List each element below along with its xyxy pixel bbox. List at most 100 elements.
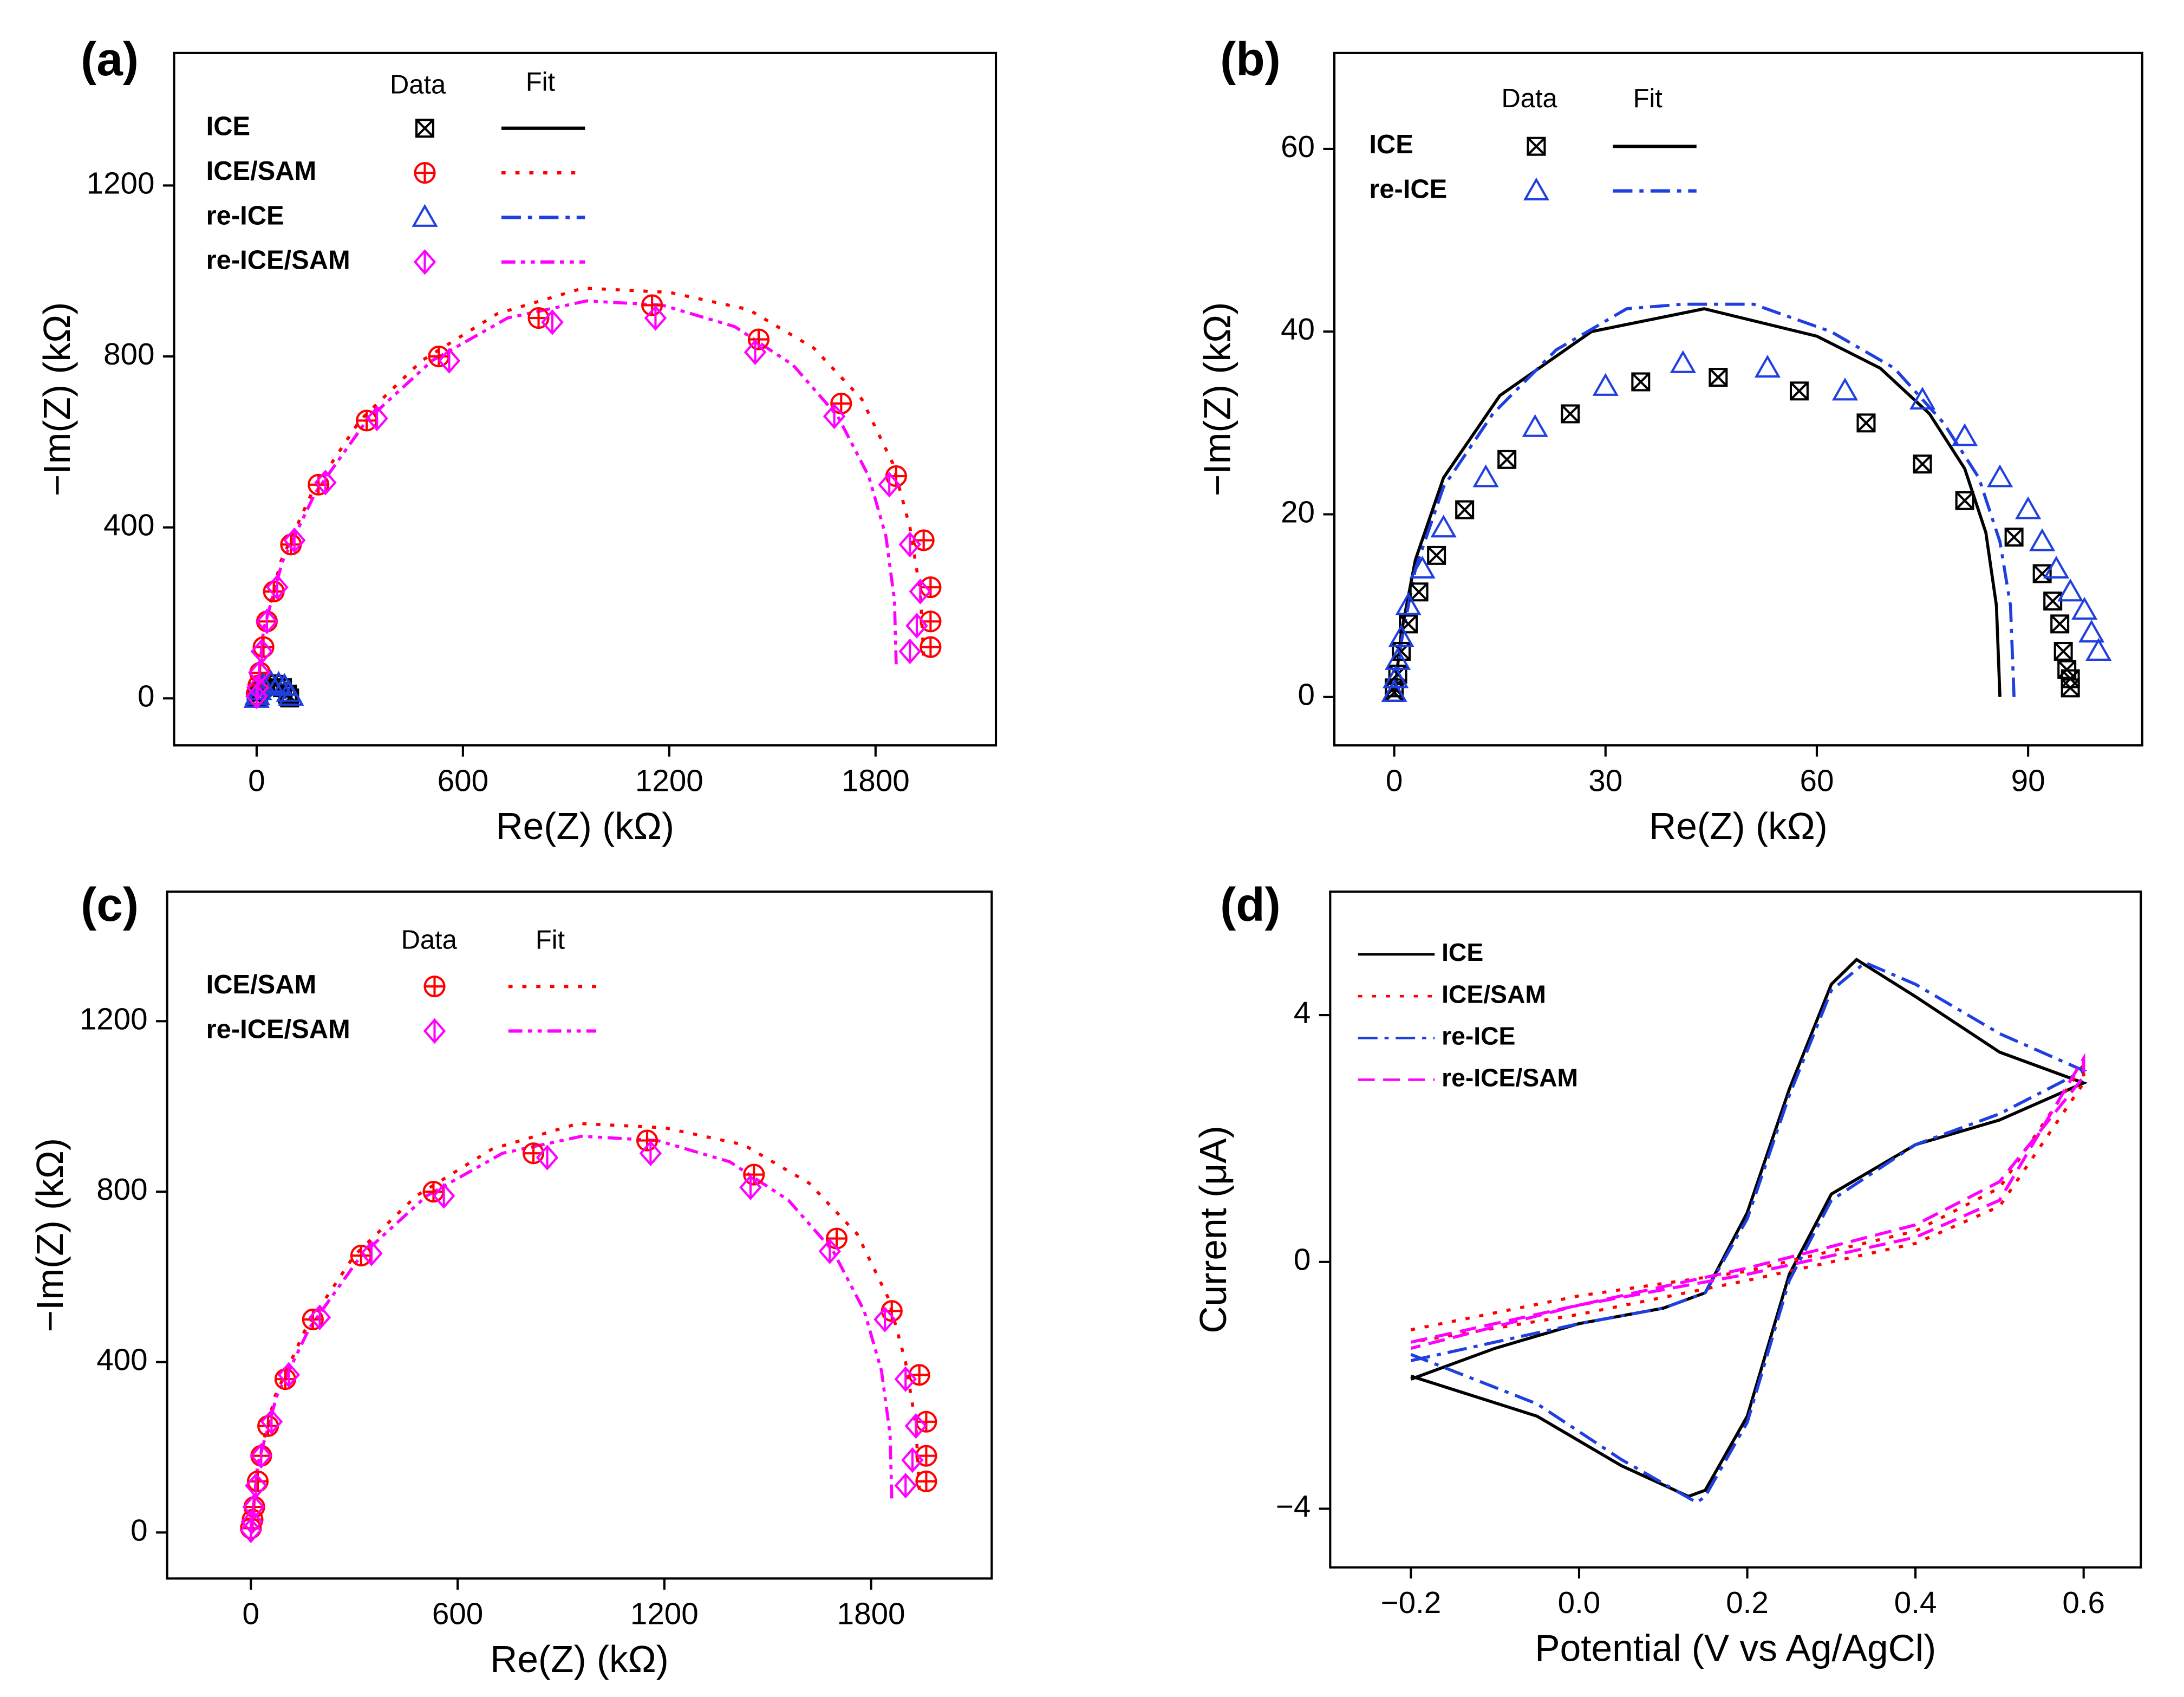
x-tick-label: 0	[1386, 764, 1403, 798]
data-point	[1670, 350, 1696, 373]
y-tick-label: 800	[96, 1172, 147, 1206]
cv-line	[1410, 960, 2088, 1505]
legend-label: ICE	[206, 112, 250, 141]
data-point	[1395, 592, 1422, 615]
marker-cross	[1857, 413, 1875, 432]
fit-line	[1392, 307, 2002, 698]
x-tick-label: 0.0	[1558, 1585, 1601, 1620]
data-point	[920, 576, 942, 599]
y-axis-label: −Im(Z) (kΩ)	[29, 1138, 71, 1332]
data-point	[356, 409, 378, 432]
marker-square	[1913, 454, 1932, 474]
data-point	[2032, 564, 2052, 583]
data-point	[2043, 591, 2063, 611]
data-point	[266, 574, 289, 600]
data-point	[438, 348, 461, 374]
data-point	[314, 470, 337, 496]
x-tick-label: 600	[432, 1597, 483, 1631]
marker-square	[2032, 564, 2052, 583]
data-point	[909, 578, 932, 604]
data-point	[1455, 500, 1475, 519]
data-point	[898, 638, 922, 665]
y-tick-label: 800	[103, 337, 154, 371]
x-tick-label: 0	[243, 1597, 259, 1631]
data-point	[1789, 381, 1809, 401]
data-point	[256, 608, 278, 635]
data-point	[1383, 665, 1409, 688]
data-point	[1986, 464, 2013, 487]
marker-square	[1427, 545, 1446, 565]
data-point	[250, 638, 273, 665]
legend-header: Data	[401, 926, 458, 955]
data-point	[265, 671, 292, 694]
marker-triangle	[1592, 373, 1619, 396]
data-point	[873, 1306, 896, 1332]
y-tick-label: 0	[1294, 1243, 1311, 1277]
data-point	[1522, 414, 1548, 437]
marker-triangle	[1388, 624, 1414, 647]
marker-triangle	[1522, 414, 1548, 437]
marker-cross	[1709, 368, 1727, 387]
data-point	[350, 1244, 372, 1267]
data-point	[901, 1447, 924, 1473]
y-axis-label: Current (μA)	[1192, 1126, 1234, 1333]
y-tick-label: 0	[138, 679, 154, 713]
marker-cross	[1410, 582, 1429, 601]
data-point	[283, 527, 306, 554]
marker-triangle	[1383, 665, 1409, 688]
y-tick-label: 20	[1281, 495, 1315, 529]
marker-triangle	[1472, 464, 1499, 487]
y-tick-label: −4	[1276, 1489, 1311, 1523]
x-tick-label: 0.4	[1894, 1585, 1937, 1620]
data-point	[641, 294, 663, 316]
data-point	[536, 1145, 559, 1171]
data-point	[277, 1362, 301, 1388]
data-point	[639, 1140, 662, 1166]
y-tick-label: 0	[131, 1513, 147, 1547]
legend-label: ICE/SAM	[206, 157, 317, 186]
x-tick-label: 600	[438, 764, 488, 798]
legend-label: re-ICE/SAM	[206, 246, 350, 275]
data-point	[1384, 647, 1411, 670]
legend-label: ICE	[1442, 938, 1483, 966]
marker-triangle	[265, 671, 292, 694]
x-tick-label: 1800	[837, 1597, 905, 1631]
legend-label: ICE/SAM	[1442, 980, 1546, 1008]
marker-triangle	[2085, 638, 2112, 661]
legend-header: Fit	[1633, 84, 1663, 113]
data-point	[239, 1517, 263, 1544]
marker-triangle	[2029, 528, 2056, 551]
x-tick-label: 1800	[842, 764, 910, 798]
marker-square	[1392, 641, 1411, 661]
data-point	[1592, 373, 1619, 396]
data-point	[1430, 515, 1457, 538]
data-point	[250, 1443, 273, 1469]
marker-triangle	[1523, 177, 1550, 200]
marker-square	[1709, 368, 1728, 387]
legend-label: re-ICE/SAM	[1442, 1064, 1578, 1092]
marker-square	[1388, 665, 1407, 684]
y-tick-label: 400	[96, 1343, 147, 1377]
marker-square	[1631, 372, 1651, 392]
marker-triangle	[412, 204, 438, 227]
marker-square	[2050, 614, 2070, 634]
x-axis-label: Re(Z) (kΩ)	[490, 1638, 669, 1680]
fit-line	[249, 1134, 894, 1533]
cv-line	[1410, 1059, 2085, 1344]
data-point	[1497, 450, 1517, 469]
fit-line	[255, 286, 925, 699]
y-tick-label: 1200	[87, 166, 155, 200]
x-tick-label: −0.2	[1381, 1585, 1442, 1620]
fit-line	[1392, 302, 2016, 698]
data-point	[878, 472, 901, 498]
marker-diamond	[360, 1240, 383, 1266]
marker-triangle	[2078, 620, 2105, 643]
data-point	[257, 669, 284, 693]
data-point	[428, 346, 450, 368]
x-tick-label: 60	[1800, 764, 1834, 798]
data-point	[894, 1366, 917, 1392]
panel-label: (b)	[1220, 32, 1281, 86]
marker-cross	[1427, 546, 1446, 565]
panel-label: (c)	[81, 878, 139, 931]
legend-header: Fit	[526, 67, 556, 96]
